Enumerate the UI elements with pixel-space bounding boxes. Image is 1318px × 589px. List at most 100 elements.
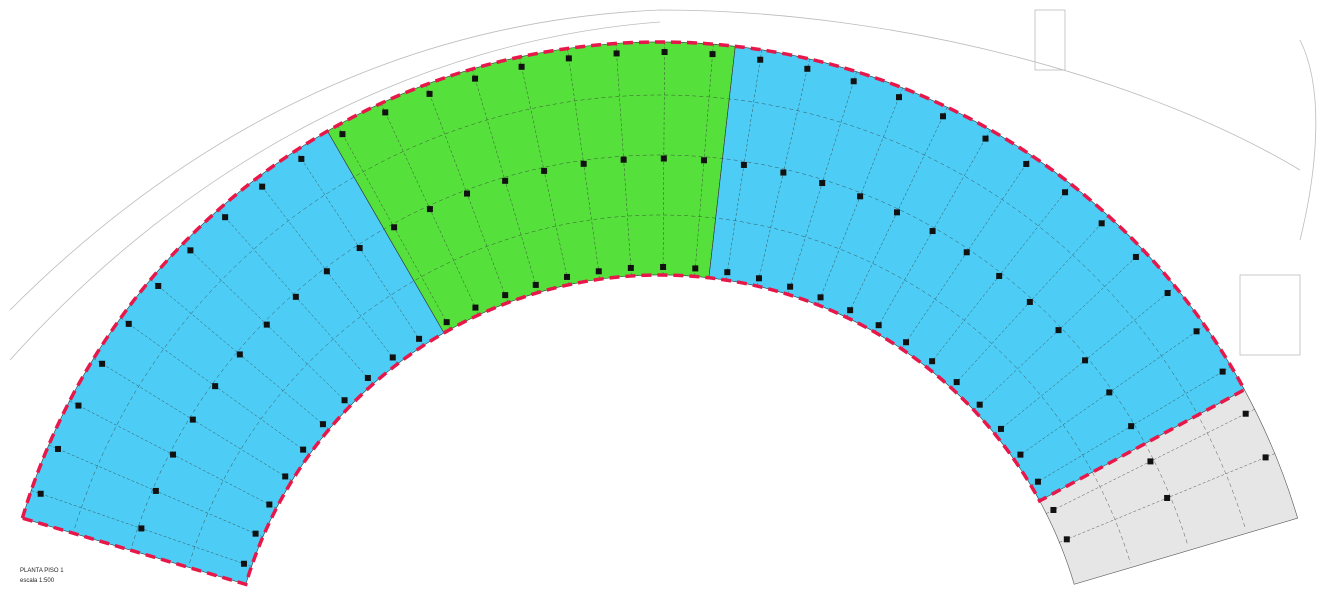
hatched-zone (1039, 389, 1298, 585)
column (236, 351, 243, 358)
column (963, 249, 970, 256)
column (263, 321, 270, 328)
column (787, 283, 794, 290)
column (929, 358, 936, 365)
column (1128, 423, 1135, 430)
column (426, 90, 433, 97)
column (1164, 290, 1171, 297)
column (620, 156, 627, 163)
column (443, 319, 450, 326)
column (532, 281, 539, 288)
site-curve (1299, 39, 1317, 241)
drawing-title: PLANTA PISO 1 (20, 568, 64, 574)
column (757, 56, 764, 63)
column (502, 177, 509, 184)
column (187, 247, 194, 254)
column (724, 269, 731, 276)
column (817, 294, 824, 301)
column (940, 113, 947, 120)
column (903, 339, 910, 346)
column (266, 501, 273, 508)
column (709, 51, 716, 58)
column (996, 272, 1003, 279)
column (1034, 478, 1041, 485)
column (700, 157, 707, 164)
column (323, 268, 330, 275)
column (564, 273, 571, 280)
column (212, 383, 219, 390)
column (740, 161, 747, 168)
column (819, 180, 826, 187)
column (929, 228, 936, 235)
column (99, 360, 106, 367)
column (382, 109, 389, 116)
column (595, 268, 602, 275)
column (138, 525, 145, 532)
column (895, 94, 902, 101)
column (1262, 454, 1269, 461)
column (339, 131, 346, 138)
column (240, 560, 247, 567)
column (565, 55, 572, 62)
column (292, 293, 299, 300)
column (1219, 368, 1226, 375)
column (953, 379, 960, 386)
column (1055, 327, 1062, 334)
column (1242, 410, 1249, 417)
column (125, 320, 132, 327)
column (804, 65, 811, 72)
column (37, 490, 44, 497)
column (850, 78, 857, 85)
column (300, 446, 307, 453)
site-lines (9, 9, 1317, 361)
column (857, 193, 864, 200)
column (660, 264, 667, 271)
column (1106, 389, 1113, 396)
column (389, 354, 396, 361)
column (1026, 298, 1033, 305)
zones (20, 40, 1298, 587)
column (627, 264, 634, 271)
column (541, 167, 548, 174)
column (472, 304, 479, 311)
column (502, 292, 509, 299)
column (252, 530, 259, 537)
boundary-outline (20, 40, 1247, 587)
column (1050, 506, 1057, 513)
column (982, 135, 989, 142)
column (298, 155, 305, 162)
site-curve (9, 9, 1301, 311)
column (170, 451, 177, 458)
column (1164, 494, 1171, 501)
structure-arc (74, 94, 1246, 529)
column (660, 155, 667, 162)
column (319, 421, 326, 428)
column (1023, 160, 1030, 167)
column (391, 224, 398, 231)
column (472, 75, 479, 82)
column (426, 206, 433, 213)
column (997, 425, 1004, 432)
column (1062, 189, 1069, 196)
column (976, 401, 983, 408)
column (259, 183, 266, 190)
column (780, 169, 787, 176)
column (282, 473, 289, 480)
site-curve (9, 21, 661, 361)
column (416, 335, 423, 342)
column (464, 190, 471, 197)
column (1063, 536, 1070, 543)
column (54, 445, 61, 452)
column (222, 214, 229, 221)
site-structure (1034, 9, 1066, 71)
column (1132, 253, 1139, 260)
column (692, 265, 699, 272)
column (875, 322, 882, 329)
column (189, 416, 196, 423)
column (155, 282, 162, 289)
column (1147, 458, 1154, 465)
column (75, 402, 82, 409)
drawing-scale: escala 1:500 (20, 578, 55, 584)
column (847, 307, 854, 314)
